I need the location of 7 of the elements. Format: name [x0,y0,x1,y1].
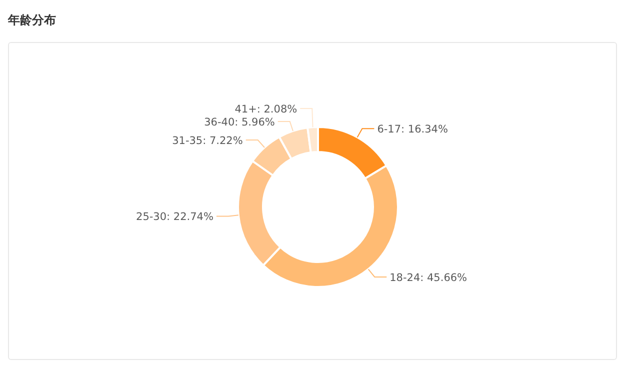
slice-label: 18-24: 45.66% [390,272,468,284]
slice-label: 41+: 2.08% [234,104,298,116]
text: 年龄分布 [8,12,56,29]
slice-label: 31-35: 7.22% [172,135,243,148]
slice-label: 25-30: 22.74% [136,211,214,224]
slice-label: 36-40: 5.96% [204,116,275,129]
slice-label: 6-17: 16.34% [377,124,448,136]
